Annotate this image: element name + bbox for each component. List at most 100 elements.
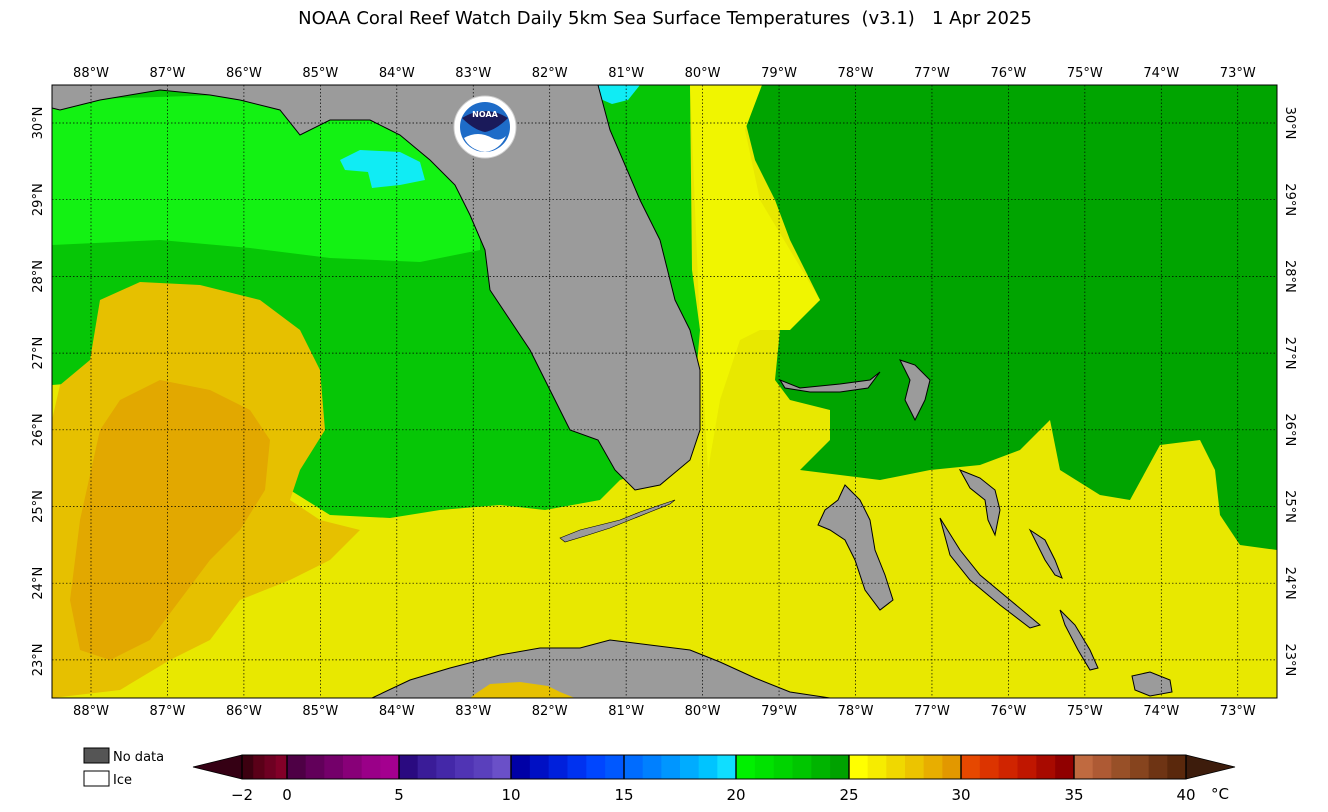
long-island-bahamas [1028,528,1063,579]
colorbar-swatch [680,755,700,779]
colorbar-unit-label: °C [1211,785,1229,803]
eleuthera-island [958,469,1001,537]
colorbar-swatch [473,755,493,779]
longitude-label: 84°W [379,66,415,81]
cold-patch-northeast [596,85,640,104]
longitude-label: 80°W [685,66,721,81]
colorbar-swatch [287,755,307,779]
colorbar-tick-label: 15 [614,786,633,804]
colorbar-swatch [605,755,625,779]
noaa-logo: NOAA [453,95,517,159]
longitude-label: 78°W [838,66,874,81]
latitude-label: 29°N [31,183,46,216]
colorbar-swatch [661,755,681,779]
latitude-label: 26°N [31,413,46,446]
ice-swatch [83,770,110,787]
latitude-label: 25°N [1282,490,1297,523]
longitude-label: 76°W [990,66,1026,81]
colorbar-swatch [264,755,277,779]
longitude-label: 81°W [608,66,644,81]
colorbar-swatch [567,755,587,779]
cold-patch-big-bend [340,150,425,188]
colorbar-swatch [1167,755,1187,779]
longitude-label: 80°W [685,704,721,719]
colorbar-swatch [624,755,644,779]
longitude-label: 87°W [149,704,185,719]
colorbar-swatch [698,755,718,779]
longitude-label: 82°W [532,704,568,719]
longitude-label: 78°W [838,704,874,719]
longitude-label: 86°W [226,66,262,81]
colorbar-swatch [436,755,456,779]
colorbar-swatch [830,755,850,779]
latitude-labels-left: 30°N 29°N 28°N 27°N 26°N 25°N 24°N 23°N [31,107,46,677]
colorbar-swatch [380,755,400,779]
colorbar-swatch [399,755,419,779]
latitude-label: 24°N [31,567,46,600]
longitude-label: 75°W [1067,704,1103,719]
longitude-label: 73°W [1220,704,1256,719]
colorbar-swatch [242,755,254,779]
colorbar-swatch [275,755,288,779]
colorbar-swatch [998,755,1018,779]
colorbar-swatch [529,755,550,779]
colorbar-swatch [942,755,962,779]
longitude-label: 77°W [914,704,950,719]
latitude-label: 27°N [31,337,46,370]
colorbar-overflow-arrow [1185,754,1236,780]
exuma-chain [939,517,1042,629]
colorbar-swatch [1074,755,1094,779]
colorbar-swatch [792,755,812,779]
colorbar-tick-label: −2 [231,786,253,804]
latitude-label: 25°N [31,490,46,523]
colorbar-swatch [548,755,568,779]
no-data-label: No data [113,750,164,765]
colorbar-tick-label: 10 [501,786,520,804]
colorbar-swatch [811,755,831,779]
colorbar-swatch [754,755,775,779]
map-title: NOAA Coral Reef Watch Daily 5km Sea Surf… [298,8,1032,29]
longitude-label: 74°W [1143,66,1179,81]
northern-gulf-bright-green [52,92,480,262]
latitude-label: 28°N [1282,260,1297,293]
colorbar-swatch [1036,755,1056,779]
colorbar-swatch [1148,755,1168,779]
colorbar-swatch [717,755,737,779]
colorbar-tick-label: 20 [726,786,745,804]
latitude-label: 27°N [1282,337,1297,370]
longitude-label: 83°W [455,66,491,81]
colorbar-swatch [1017,755,1037,779]
longitude-label: 88°W [73,704,109,719]
colorbar-swatch [1092,755,1112,779]
cuba-landmass [371,639,831,698]
colorbar-swatch [979,755,1000,779]
longitude-labels-top: 88°W 87°W 86°W 85°W 84°W 83°W 82°W 81°W 80°W 79°W… [73,66,1256,81]
longitude-label: 85°W [302,66,338,81]
cuba-warm-patch [470,682,575,698]
graticule [52,85,1277,698]
colorbar-swatch [849,755,869,779]
colorbar-swatch [305,755,325,779]
colorbar-swatch [886,755,906,779]
colorbar-swatch [324,755,344,779]
latitude-label: 26°N [1282,413,1297,446]
colorbar-swatch [1055,755,1075,779]
longitude-label: 76°W [990,704,1026,719]
colorbar-swatch [642,755,662,779]
colorbar-swatch [923,755,943,779]
colorbar-swatch [736,755,756,779]
abaco-island [899,359,931,422]
colorbar-swatch [1130,755,1150,779]
latitude-label: 30°N [31,107,46,140]
noaa-logo-bird [462,111,508,132]
florida-keys [559,499,676,543]
colorbar-tick-label: 5 [394,786,404,804]
noaa-logo-text: NOAA [472,110,498,119]
colorbar-swatch [867,755,887,779]
longitude-label: 75°W [1067,66,1103,81]
colorbar-swatch [961,755,981,779]
latitude-label: 29°N [1282,183,1297,216]
colorbar-swatch [343,755,363,779]
florida-landmass [52,85,701,491]
